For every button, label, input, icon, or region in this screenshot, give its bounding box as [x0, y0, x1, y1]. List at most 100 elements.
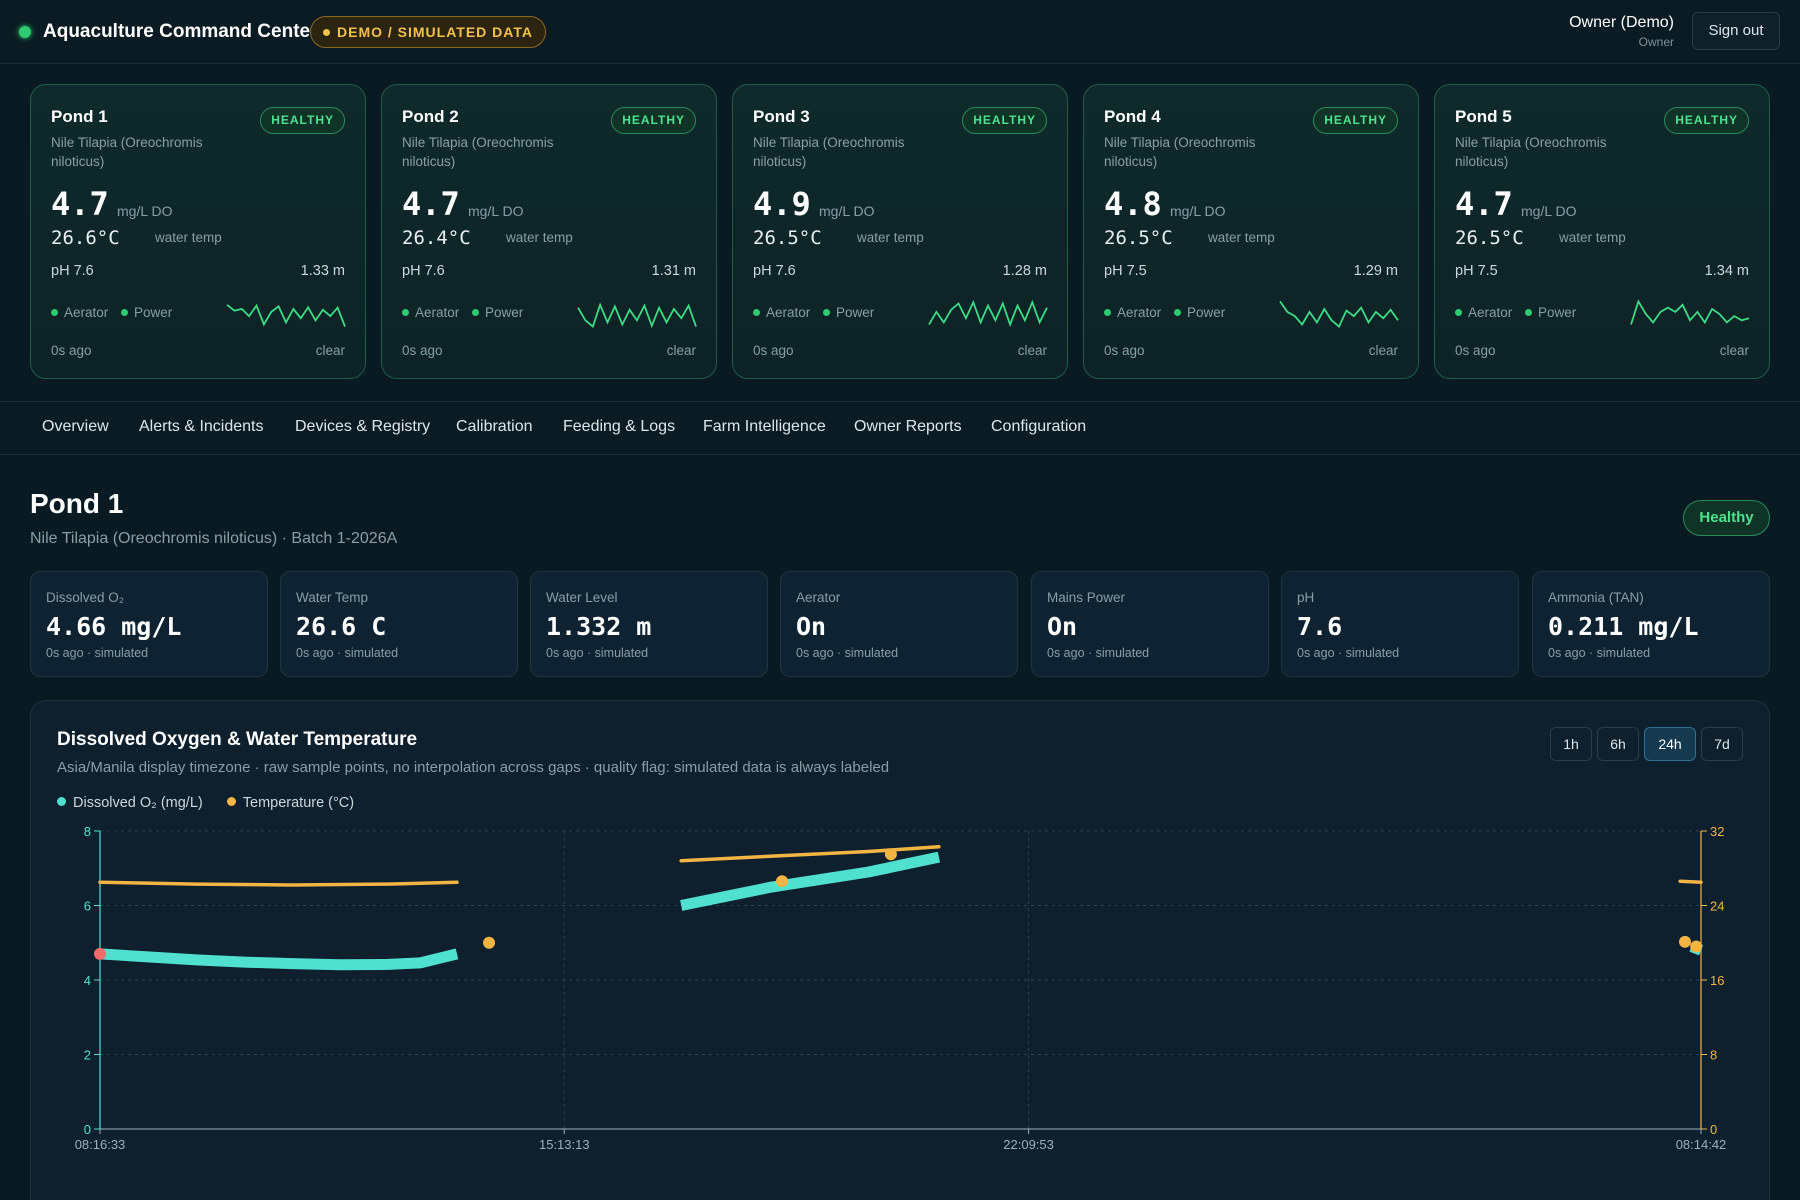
metric-label: Mains Power: [1047, 590, 1126, 605]
range-24h-button[interactable]: 24h: [1644, 727, 1696, 761]
metric-value: 0.211 mg/L: [1548, 612, 1699, 641]
tab-farm-intelligence[interactable]: Farm Intelligence: [703, 418, 826, 435]
aerator-label: Aerator: [766, 305, 811, 320]
chart-title: Dissolved Oxygen & Water Temperature: [57, 729, 418, 750]
power-indicator: Power: [1525, 305, 1576, 320]
metric-label: pH: [1297, 590, 1315, 605]
range-7d-button[interactable]: 7d: [1701, 727, 1743, 761]
metric-footnote: 0s ago · simulated: [1548, 646, 1651, 660]
pond-card-5[interactable]: Pond 5 HEALTHY Nile Tilapia (Oreochromis n…: [1434, 84, 1770, 379]
page-subtitle: Nile Tilapia (Oreochromis niloticus) · B…: [30, 530, 398, 547]
last-update: 0s ago: [1104, 343, 1145, 358]
temp-series-point: [884, 848, 897, 861]
y-left-tick-label: 2: [84, 1048, 91, 1063]
power-label: Power: [1187, 305, 1226, 320]
metric-footnote: 0s ago · simulated: [1297, 646, 1400, 660]
y-right-tick-label: 8: [1710, 1048, 1717, 1063]
aerator-status-dot-icon: [51, 309, 58, 316]
do-value: 4.9: [753, 185, 811, 223]
tab-owner-reports[interactable]: Owner Reports: [854, 418, 962, 435]
demo-data-badge: DEMO / SIMULATED DATA: [310, 16, 546, 48]
chart-legend: Dissolved O₂ (mg/L) Temperature (°C): [57, 795, 354, 811]
metric-water-level: Water Level 1.332 m 0s ago · simulated: [530, 571, 768, 677]
ph-value: pH 7.5: [1455, 263, 1498, 279]
species-label: Nile Tilapia (Oreochromis niloticus): [402, 135, 554, 169]
tab-devices-registry[interactable]: Devices & Registry: [295, 418, 431, 435]
do-unit: mg/L DO: [1170, 203, 1226, 219]
tab-alerts-incidents[interactable]: Alerts & Incidents: [139, 418, 264, 435]
top-bar: Aquaculture Command Center DEMO / SIMULA…: [0, 0, 1800, 64]
badge-dot-icon: [323, 29, 330, 36]
do-sparkline: [226, 303, 346, 327]
pond-card-3[interactable]: Pond 3 HEALTHY Nile Tilapia (Oreochromis n…: [732, 84, 1068, 379]
pond-name: Pond 5: [1455, 107, 1512, 126]
range-6h-button[interactable]: 6h: [1597, 727, 1639, 761]
do-sparkline: [1279, 300, 1399, 329]
range-1h-button[interactable]: 1h: [1550, 727, 1592, 761]
metric-label: Water Temp: [296, 590, 369, 605]
power-indicator: Power: [823, 305, 874, 320]
do-sparkline: [1630, 299, 1750, 325]
sparkline-path: [577, 302, 697, 329]
y-right-tick-label: 32: [1710, 824, 1724, 839]
water-level-value: 1.31 m: [651, 263, 696, 279]
sparkline-path: [1630, 299, 1750, 325]
tab-feeding-logs[interactable]: Feeding & Logs: [563, 418, 676, 435]
pond-name: Pond 3: [753, 107, 810, 126]
do-value: 4.7: [402, 185, 460, 223]
metric-footnote: 0s ago · simulated: [796, 646, 899, 660]
temp-series-line: [1678, 879, 1703, 884]
legend-label-do: Dissolved O₂ (mg/L): [73, 795, 203, 811]
tab-configuration[interactable]: Configuration: [991, 418, 1087, 435]
do-sparkline: [928, 299, 1048, 328]
tab-overview[interactable]: Overview: [42, 418, 109, 435]
metric-footnote: 0s ago · simulated: [1047, 646, 1150, 660]
clear-status: clear: [315, 343, 345, 358]
pond-card-1[interactable]: Pond 1 HEALTHY Nile Tilapia (Oreochromis n…: [30, 84, 366, 379]
water-level-value: 1.29 m: [1353, 263, 1398, 279]
legend-item-do: Dissolved O₂ (mg/L): [57, 795, 203, 811]
section-tabs: Overview Alerts & Incidents Devices & Re…: [0, 401, 1800, 455]
temp-series-point: [1690, 940, 1703, 953]
sparkline-path: [1279, 300, 1399, 329]
metric-label: Aerator: [796, 590, 841, 605]
do-alert-point: [94, 947, 106, 960]
ph-value: pH 7.6: [402, 263, 445, 279]
temp-value: 26.6°C: [51, 227, 120, 249]
metric-ammonia: Ammonia (TAN) 0.211 mg/L 0s ago · simula…: [1532, 571, 1770, 677]
power-status-dot-icon: [1525, 309, 1532, 316]
pond-name: Pond 2: [402, 107, 459, 126]
metric-label: Ammonia (TAN): [1548, 590, 1644, 605]
tab-calibration[interactable]: Calibration: [456, 418, 533, 435]
metric-dissolved-oxygen: Dissolved O₂ 4.66 mg/L 0s ago · simulate…: [30, 571, 268, 677]
metric-value: 1.332 m: [546, 612, 652, 641]
do-unit: mg/L DO: [1521, 203, 1577, 219]
aerator-label: Aerator: [1468, 305, 1513, 320]
legend-item-temp: Temperature (°C): [226, 795, 354, 811]
aerator-indicator: Aerator: [1104, 305, 1161, 320]
species-label: Nile Tilapia (Oreochromis niloticus): [1455, 135, 1607, 169]
metric-aerator: Aerator On 0s ago · simulated: [780, 571, 1018, 677]
sign-out-button[interactable]: Sign out: [1692, 12, 1780, 50]
water-level-value: 1.28 m: [1002, 263, 1047, 279]
clear-status: clear: [1368, 343, 1398, 358]
pond-card-2[interactable]: Pond 2 HEALTHY Nile Tilapia (Oreochromis n…: [381, 84, 717, 379]
do-temp-chart-card: Dissolved Oxygen & Water Temperature Asi…: [30, 700, 1770, 1200]
power-label: Power: [836, 305, 875, 320]
metric-value: On: [796, 612, 827, 641]
temp-value: 26.5°C: [1104, 227, 1173, 249]
y-left-tick-label: 8: [84, 824, 91, 839]
legend-dot-temp-icon: [226, 797, 236, 806]
aerator-status-dot-icon: [1104, 309, 1111, 316]
status-badge: HEALTHY: [962, 107, 1047, 134]
power-label: Power: [134, 305, 173, 320]
species-label: Nile Tilapia (Oreochromis niloticus): [1104, 135, 1256, 169]
power-label: Power: [485, 305, 524, 320]
water-level-value: 1.34 m: [1704, 263, 1749, 279]
sparkline-path: [928, 299, 1048, 328]
pond-card-4[interactable]: Pond 4 HEALTHY Nile Tilapia (Oreochromis n…: [1083, 84, 1419, 379]
temp-value: 26.4°C: [402, 227, 471, 249]
last-update: 0s ago: [402, 343, 443, 358]
last-update: 0s ago: [1455, 343, 1496, 358]
